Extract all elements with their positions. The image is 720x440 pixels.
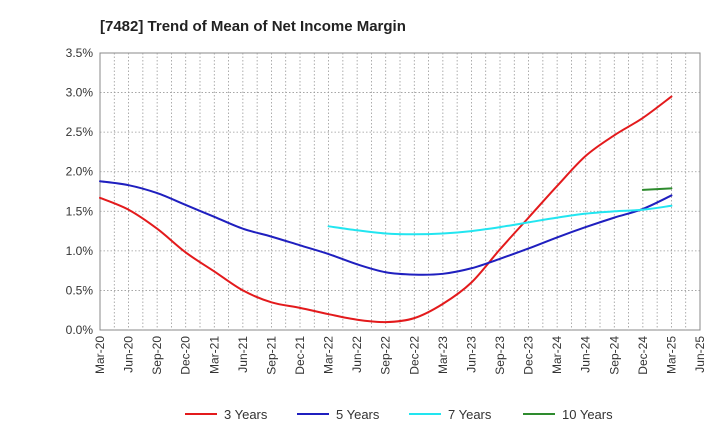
x-tick-label: Sep-22 <box>379 336 393 375</box>
x-tick-label: Sep-20 <box>150 336 164 375</box>
x-tick-label: Dec-23 <box>522 336 536 375</box>
x-tick-label: Jun-23 <box>464 336 478 373</box>
x-tick-label: Mar-22 <box>322 336 336 374</box>
x-tick-label: Sep-23 <box>493 336 507 375</box>
y-axis-ticks: 0.0% 0.5% 1.0% 1.5% 2.0% 2.5% 3.0% 3.5% <box>66 46 94 337</box>
y-tick-label: 2.0% <box>66 165 94 179</box>
legend-label-3-years: 3 Years <box>224 407 268 422</box>
x-tick-label: Dec-20 <box>179 336 193 375</box>
y-tick-label: 3.5% <box>66 46 94 60</box>
x-tick-label: Dec-24 <box>636 336 650 375</box>
y-tick-label: 1.0% <box>66 244 94 258</box>
x-tick-label: Mar-21 <box>207 336 221 374</box>
x-tick-label: Dec-22 <box>407 336 421 375</box>
x-tick-label: Jun-21 <box>236 336 250 373</box>
y-tick-label: 0.5% <box>66 283 94 297</box>
legend: 3 Years 5 Years 7 Years 10 Years <box>185 407 613 422</box>
x-tick-label: Sep-21 <box>264 336 278 375</box>
series-line-5-years <box>99 180 673 276</box>
x-tick-label: Mar-23 <box>436 336 450 374</box>
y-tick-label: 0.0% <box>66 323 94 337</box>
legend-label-5-years: 5 Years <box>336 407 380 422</box>
plot-grid <box>99 52 701 331</box>
x-tick-label: Mar-20 <box>93 336 107 374</box>
x-tick-label: Jun-25 <box>693 336 707 373</box>
y-tick-label: 2.5% <box>66 125 94 139</box>
series-line-10-years <box>641 187 673 191</box>
x-axis-ticks: Mar-20 Jun-20 Sep-20 Dec-20 Mar-21 Jun-21 Sep-… <box>93 336 707 375</box>
x-tick-label: Jun-22 <box>350 336 364 373</box>
x-tick-label: Dec-21 <box>293 336 307 375</box>
x-tick-label: Mar-24 <box>550 336 564 374</box>
series-line-7-years <box>327 204 673 236</box>
x-tick-label: Mar-25 <box>664 336 678 374</box>
legend-label-10-years: 10 Years <box>562 407 613 422</box>
x-tick-label: Jun-24 <box>579 336 593 373</box>
x-tick-label: Jun-20 <box>122 336 136 373</box>
legend-label-7-years: 7 Years <box>448 407 492 422</box>
y-tick-label: 3.0% <box>66 86 94 100</box>
x-tick-label: Sep-24 <box>607 336 621 375</box>
chart-title: [7482] Trend of Mean of Net Income Margi… <box>100 18 406 35</box>
y-tick-label: 1.5% <box>66 204 94 218</box>
series-line-3-years <box>99 95 673 324</box>
series-lines <box>99 95 673 324</box>
